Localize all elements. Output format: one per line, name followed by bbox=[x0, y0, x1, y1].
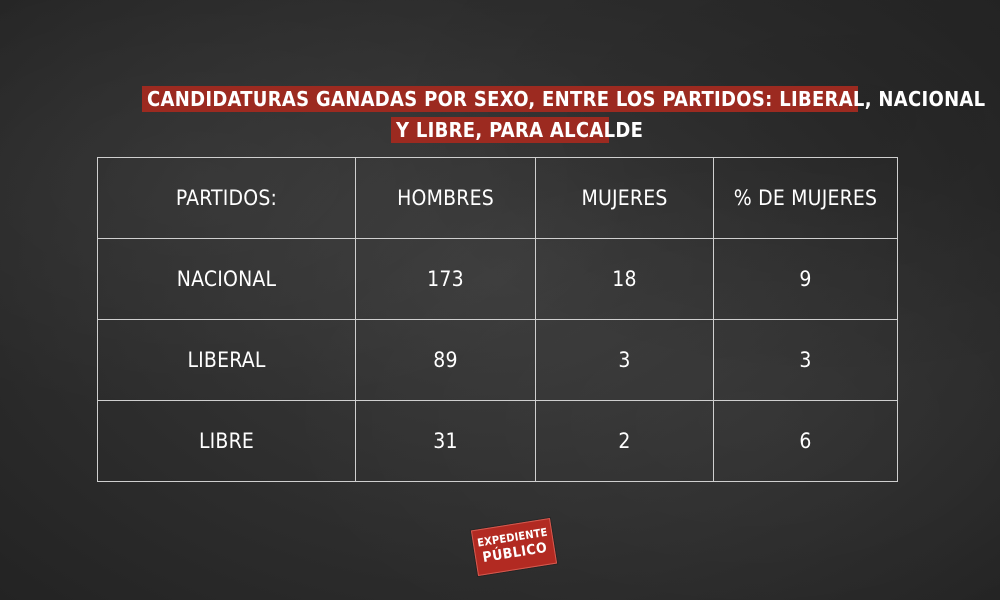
cell-mujeres: 3 bbox=[535, 319, 714, 401]
expediente-publico-logo: EXPEDIENTE PÚBLICO bbox=[470, 518, 558, 576]
table-row: LIBRE 31 2 6 bbox=[97, 400, 898, 482]
cell-partido: LIBRE bbox=[97, 400, 356, 482]
cell-hombres: 173 bbox=[355, 238, 536, 320]
title-line-2: Y LIBRE, PARA ALCALDE bbox=[391, 117, 643, 143]
table-row: NACIONAL 173 18 9 bbox=[97, 238, 898, 320]
header-mujeres: MUJERES bbox=[535, 157, 714, 239]
cell-hombres: 89 bbox=[355, 319, 536, 401]
cell-pct-mujeres: 6 bbox=[713, 400, 898, 482]
table-header-row: PARTIDOS: HOMBRES MUJERES % DE MUJERES bbox=[97, 157, 898, 239]
cell-mujeres: 2 bbox=[535, 400, 714, 482]
cell-partido: LIBERAL bbox=[97, 319, 356, 401]
table-row: LIBERAL 89 3 3 bbox=[97, 319, 898, 401]
cell-partido: NACIONAL bbox=[97, 238, 356, 320]
header-partidos: PARTIDOS: bbox=[97, 157, 356, 239]
cell-mujeres: 18 bbox=[535, 238, 714, 320]
cell-pct-mujeres: 9 bbox=[713, 238, 898, 320]
results-table: PARTIDOS: HOMBRES MUJERES % DE MUJERES N… bbox=[97, 157, 898, 482]
cell-pct-mujeres: 3 bbox=[713, 319, 898, 401]
header-hombres: HOMBRES bbox=[355, 157, 536, 239]
cell-hombres: 31 bbox=[355, 400, 536, 482]
header-pct-mujeres: % DE MUJERES bbox=[713, 157, 898, 239]
title-line-1: CANDIDATURAS GANADAS POR SEXO, ENTRE LOS… bbox=[142, 86, 985, 112]
